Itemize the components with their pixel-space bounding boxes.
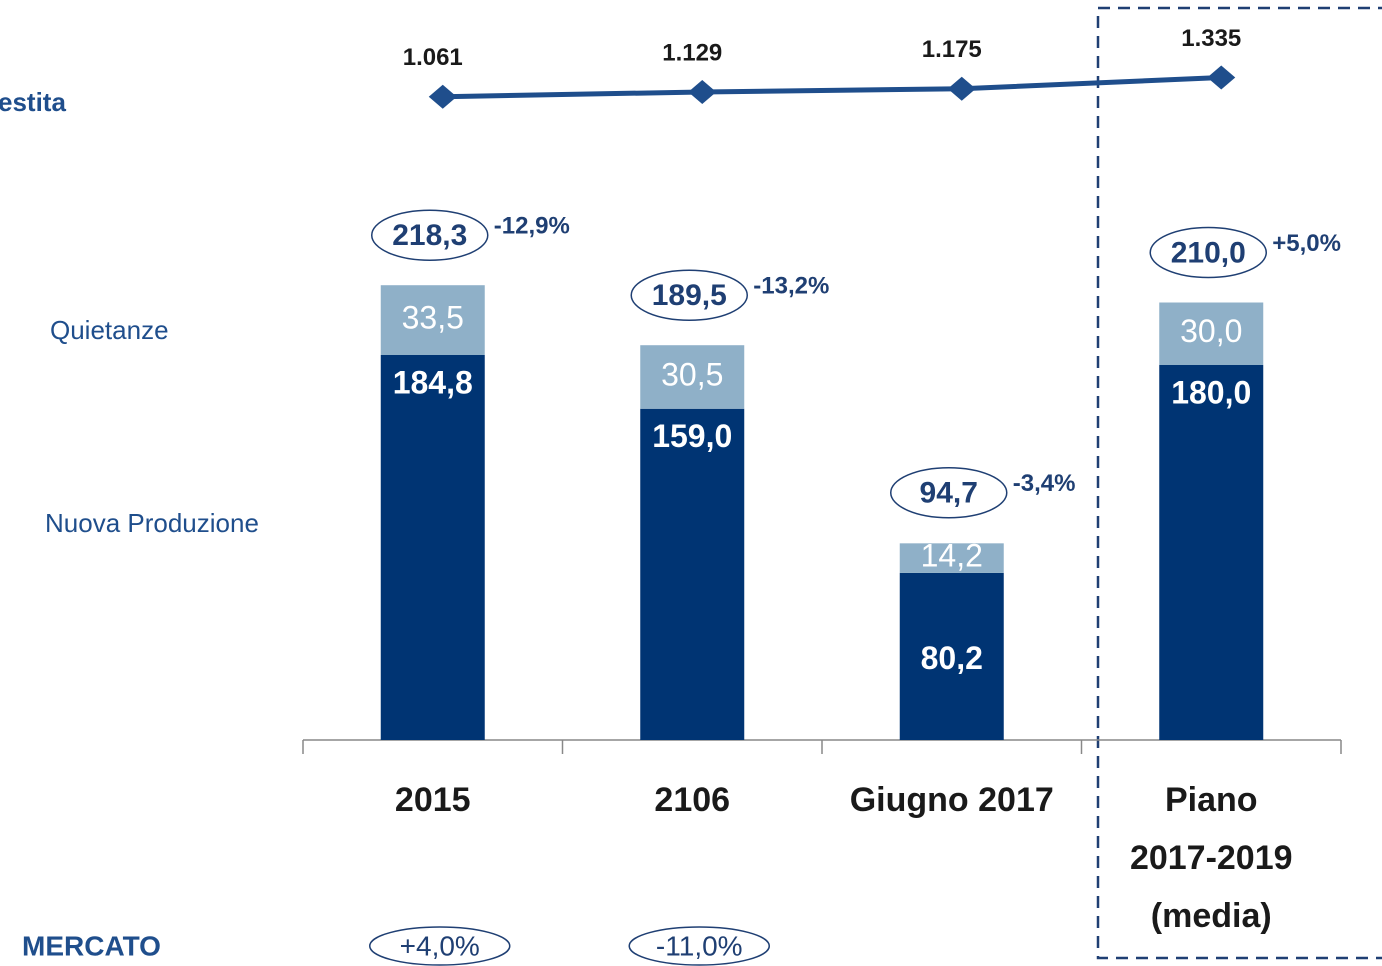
x-tick-label: 2015 [395, 781, 471, 819]
line-label: estita [0, 87, 66, 117]
market-value: +4,0% [400, 930, 480, 961]
total-ellipse [1149, 226, 1267, 279]
bar-segment [380, 285, 485, 355]
bar-segment [1159, 302, 1264, 365]
market-label: MERCATO [22, 930, 161, 961]
data-label: 180,0 [1171, 374, 1251, 410]
line-marker [947, 76, 976, 101]
total-label: 210,0 [1171, 236, 1246, 269]
line-label: 1.335 [1181, 25, 1241, 52]
data-label: 33,5 [402, 300, 464, 336]
market-value: -11,0% [656, 930, 743, 961]
growth-label: -13,2% [753, 273, 829, 300]
total-label: 218,3 [392, 219, 467, 252]
growth-label: +5,0% [1272, 230, 1341, 257]
data-label: 184,8 [393, 364, 473, 400]
total-label: 94,7 [920, 477, 978, 510]
data-label: 14,2 [921, 538, 983, 574]
growth-label: -3,4% [1013, 470, 1076, 497]
bar-segment [640, 408, 745, 740]
data-label: 30,0 [1180, 313, 1242, 349]
growth-label: -12,9% [494, 213, 570, 240]
bar-segment [1159, 365, 1264, 740]
line [442, 75, 1222, 100]
bar-segment [640, 345, 745, 409]
line-label: 1.061 [403, 44, 463, 71]
line-marker [428, 84, 457, 109]
x-tick-label: Giugno 2017 [850, 781, 1054, 819]
line-marker [688, 79, 717, 104]
bar-segment [899, 543, 1004, 573]
market-ellipse [628, 926, 770, 966]
data-label: 159,0 [652, 418, 732, 454]
total-ellipse [371, 209, 489, 261]
data-label: 80,2 [921, 640, 983, 676]
bar-segment [899, 572, 1004, 740]
x-tick-label: Piano 2017-2019 (media) [1130, 781, 1293, 935]
data-label: 30,5 [661, 356, 723, 392]
bar-segment [380, 355, 485, 740]
x-tick-label: 2106 [654, 781, 730, 819]
total-ellipse [890, 466, 1008, 519]
total-label: 189,5 [652, 279, 727, 312]
line-label: 1.175 [922, 36, 982, 63]
legend-label: Quietanze [50, 315, 169, 345]
forecast-box [1096, 6, 1382, 960]
line-marker [1207, 65, 1236, 90]
line-label: 1.129 [662, 39, 722, 66]
market-ellipse [369, 926, 511, 966]
legend-label: Nuova Produzione [45, 508, 259, 538]
total-ellipse [630, 269, 748, 321]
